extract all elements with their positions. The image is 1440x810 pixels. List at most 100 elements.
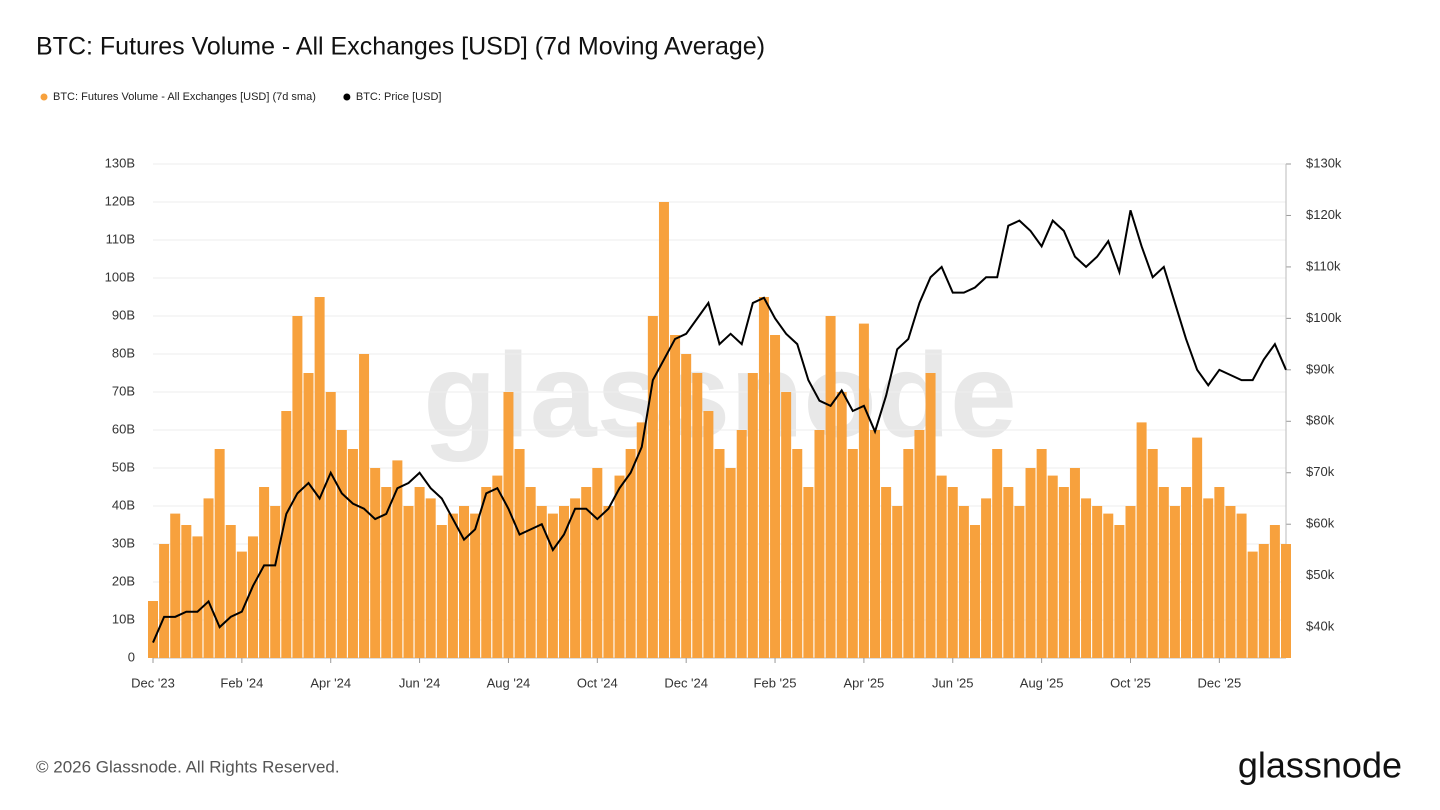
bar <box>981 498 992 658</box>
x-tick-label: Jun '25 <box>932 675 974 690</box>
bar <box>1125 506 1136 658</box>
bar <box>570 498 581 658</box>
bar <box>1047 475 1058 658</box>
bar <box>359 354 370 658</box>
bar <box>914 430 925 658</box>
y-tick-label: 30B <box>112 535 135 550</box>
bar <box>514 449 525 658</box>
bar <box>836 392 847 658</box>
price-line <box>152 210 1287 643</box>
bar <box>1036 449 1047 658</box>
bar <box>670 335 681 658</box>
bar <box>770 335 781 658</box>
bar <box>148 601 158 658</box>
y-tick-label: 80B <box>112 345 135 360</box>
bar <box>203 498 214 658</box>
bar <box>259 487 270 658</box>
y-tick-label: 70B <box>112 383 135 398</box>
x-tick-label: Apr '25 <box>844 675 885 690</box>
y2-tick-label: $80k <box>1306 413 1335 428</box>
bar <box>481 487 492 658</box>
bar <box>636 422 647 658</box>
bar <box>658 202 669 658</box>
bar <box>647 316 658 658</box>
bar <box>1136 422 1147 658</box>
bar <box>303 373 314 658</box>
bar <box>625 449 636 658</box>
y2-tick-label: $50k <box>1306 567 1335 582</box>
y-tick-label: 0 <box>128 649 135 664</box>
bar <box>1281 544 1291 658</box>
y2-tick-label: $110k <box>1306 258 1341 273</box>
y-tick-label: 130B <box>105 155 135 170</box>
bar <box>492 475 503 658</box>
bar <box>1158 487 1169 658</box>
bar <box>170 513 181 658</box>
bar <box>1269 525 1280 658</box>
x-tick-label: Jun '24 <box>399 675 441 690</box>
legend-label: BTC: Price [USD] <box>356 91 442 103</box>
bar <box>781 392 792 658</box>
bar <box>1103 513 1114 658</box>
y2-tick-label: $90k <box>1306 361 1335 376</box>
y-tick-label: 10B <box>112 611 135 626</box>
chart-title: BTC: Futures Volume - All Exchanges [USD… <box>36 33 765 61</box>
bar <box>1192 437 1203 658</box>
bar <box>725 468 736 658</box>
bar <box>414 487 425 658</box>
bar <box>1247 551 1258 658</box>
bar <box>681 354 692 658</box>
bar <box>281 411 292 658</box>
bar <box>270 506 281 658</box>
x-tick-label: Oct '25 <box>1110 675 1151 690</box>
bar <box>1258 544 1269 658</box>
bar <box>1203 498 1214 658</box>
bar <box>714 449 725 658</box>
y2-tick-label: $120k <box>1306 207 1342 222</box>
bar <box>470 513 481 658</box>
x-tick-label: Dec '24 <box>664 675 708 690</box>
y2-tick-label: $130k <box>1306 155 1342 170</box>
bar <box>870 430 881 658</box>
bar <box>892 506 903 658</box>
bar <box>592 468 603 658</box>
bar <box>459 506 470 658</box>
bar <box>969 525 980 658</box>
bar <box>1069 468 1080 658</box>
bar <box>436 525 447 658</box>
logo: glassnode <box>1238 745 1402 786</box>
y-tick-label: 100B <box>105 269 135 284</box>
bar <box>1147 449 1158 658</box>
x-tick-label: Feb '24 <box>220 675 263 690</box>
bar <box>336 430 347 658</box>
y-tick-label: 20B <box>112 573 135 588</box>
bar <box>447 513 458 658</box>
bar <box>925 373 936 658</box>
bar <box>370 468 381 658</box>
y2-tick-label: $60k <box>1306 516 1335 531</box>
bar <box>858 323 869 658</box>
bar <box>192 536 203 658</box>
bar <box>547 513 558 658</box>
bar <box>403 506 414 658</box>
bar <box>992 449 1003 658</box>
y2-tick-label: $100k <box>1306 310 1342 325</box>
bar <box>614 475 625 658</box>
x-tick-label: Aug '24 <box>487 675 531 690</box>
bar <box>1214 487 1225 658</box>
bar <box>325 392 336 658</box>
bar <box>292 316 303 658</box>
bar <box>558 506 569 658</box>
bar <box>347 449 358 658</box>
bar <box>936 475 947 658</box>
bar <box>603 506 614 658</box>
x-tick-label: Feb '25 <box>754 675 797 690</box>
bar <box>1025 468 1036 658</box>
bar <box>747 373 758 658</box>
bar <box>792 449 803 658</box>
bar <box>381 487 392 658</box>
y-tick-label: 50B <box>112 459 135 474</box>
bar <box>581 487 592 658</box>
bar <box>1003 487 1014 658</box>
bar <box>1114 525 1125 658</box>
